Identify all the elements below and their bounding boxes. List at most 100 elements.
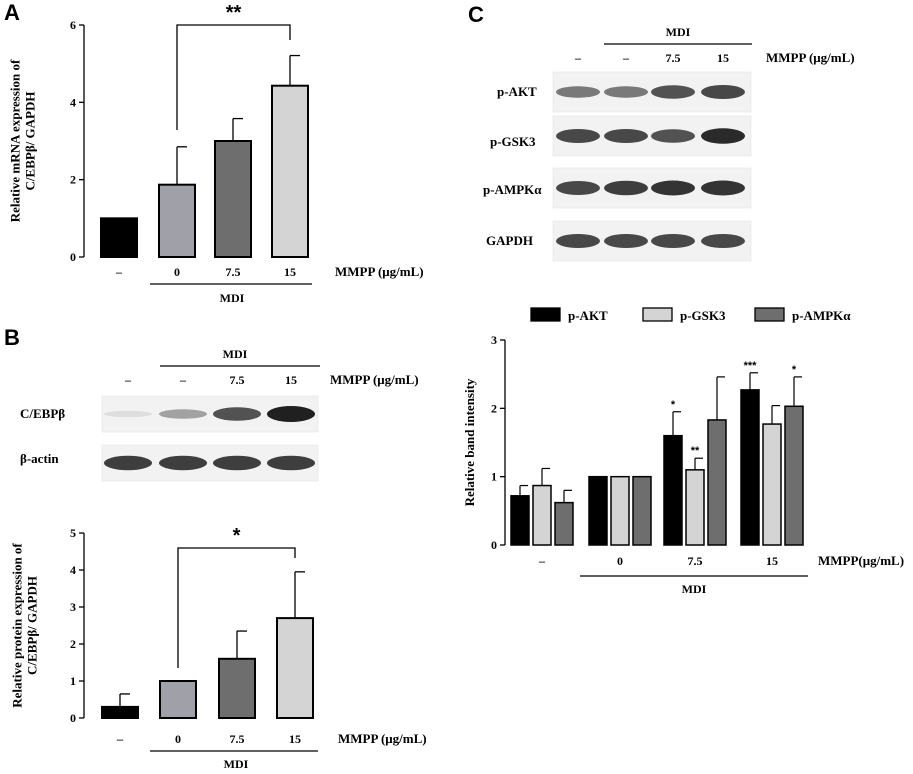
legend-label-1: p-AKT	[568, 308, 608, 323]
chart-c-mmpp-label: MMPP(μg/mL)	[818, 553, 904, 568]
chart-b-bar-4	[276, 617, 314, 719]
blot-c-row-label-3: p-AMPKα	[483, 182, 542, 197]
blot-c-band-r3-l1	[556, 181, 600, 195]
blot-b-band-r2-l1	[104, 455, 152, 471]
chart-c-ytick-1: 0	[491, 538, 497, 552]
blot-c-band-r3-l4	[701, 180, 745, 196]
chart-c-star-s1-c3: *	[671, 399, 676, 411]
blot-b-header-2: –	[179, 373, 187, 387]
blot-c-band-r1-l4	[701, 85, 745, 99]
chart-a-bar-4	[271, 84, 309, 258]
chart-a-ytick-4: 6	[70, 18, 76, 32]
blot-c-header-3: 7.5	[666, 51, 681, 65]
chart-a-xtick-3: 7.5	[226, 265, 241, 279]
chart-a-x-labels: – 0 7.5 15 MMPP (μg/mL) MDI	[115, 264, 424, 305]
chart-b-xtick-4: 15	[289, 732, 301, 746]
chart-b-ytick-1: 0	[70, 711, 76, 725]
chart-c-xtick-2: 0	[617, 554, 623, 568]
blot-b-header: MDI – – 7.5 15 MMPP (μg/mL) C/EBPβ β-act…	[20, 347, 419, 466]
blot-b-band-r1-l3	[213, 407, 261, 421]
blot-b-mdi-label: MDI	[223, 347, 248, 361]
chart-c-star-s2-c3: **	[691, 445, 700, 457]
panel-label-a: A	[4, 0, 20, 25]
chart-c-ytick-2: 1	[491, 470, 497, 484]
blot-b-band-r2-l3	[213, 455, 261, 471]
blot-c-band-r3-l2	[604, 180, 648, 196]
blot-c-row-label-1: p-AKT	[497, 84, 537, 99]
blot-b-band-r1-l1	[104, 410, 152, 418]
chart-a-bar-3	[214, 140, 252, 258]
chart-a-significance-bracket	[176, 24, 291, 130]
chart-c-star-s1-c4: ***	[744, 360, 758, 372]
blot-b-mmpp-label: MMPP (μg/mL)	[330, 372, 419, 387]
legend-swatch-1	[530, 307, 561, 322]
chart-b: 0 1 2 3 4 5 Relative protein expression ofC/EB…	[9, 525, 314, 725]
blot-b-row-label-2: β-actin	[20, 451, 59, 466]
blot-c-row-label-2: p-GSK3	[490, 134, 536, 149]
chart-a-ylabel: Relative mRNA expression ofC/EBPβ/ GAPDH	[7, 59, 37, 222]
chart-c-bar-s2-c4	[762, 423, 782, 546]
blot-c-header-4: 15	[717, 51, 729, 65]
blot-c-band-r2-l1	[556, 129, 600, 143]
blot-c-image	[552, 71, 752, 262]
legend-label-3: p-AMPKα	[792, 308, 851, 323]
chart-b-significance-bracket	[177, 547, 296, 668]
blot-b-image	[101, 395, 319, 482]
chart-a-mdi-label: MDI	[220, 291, 245, 305]
chart-c-bar-s1-c4	[740, 389, 760, 546]
chart-c-bar-s3-c3	[707, 419, 727, 546]
chart-a-ytick-1: 0	[70, 250, 76, 264]
blot-c-band-r1-l1	[556, 86, 600, 98]
blot-b-header-4: 15	[285, 373, 297, 387]
chart-c-xtick-4: 15	[766, 554, 778, 568]
chart-c-star-s3-c4: *	[792, 364, 797, 376]
blot-c-mdi-label: MDI	[666, 25, 691, 39]
chart-a-xtick-2: 0	[174, 265, 180, 279]
chart-b-ytick-5: 4	[70, 563, 76, 577]
legend-swatch-2	[642, 307, 673, 322]
chart-b-significance-label: *	[233, 525, 241, 547]
blot-c-mmpp-label: MMPP (μg/mL)	[766, 50, 855, 65]
chart-a-mmpp-label: MMPP (μg/mL)	[335, 264, 424, 279]
chart-a-xtick-1: –	[115, 265, 123, 279]
chart-c-xtick-3: 7.5	[688, 554, 703, 568]
panel-label-c: C	[468, 2, 484, 27]
chart-c-bar-s1-c3	[663, 434, 683, 546]
chart-b-xtick-1: –	[116, 732, 124, 746]
chart-c-legend: p-AKT p-GSK3 p-AMPKα	[530, 307, 851, 323]
chart-c-bar-s3-c1	[554, 501, 574, 546]
chart-b-xtick-2: 0	[175, 732, 181, 746]
blot-c-band-r4-l4	[701, 234, 745, 248]
chart-c-ytick-3: 2	[491, 401, 497, 415]
blot-b-header-3: 7.5	[230, 373, 245, 387]
chart-c-mdi-label: MDI	[682, 582, 707, 596]
blot-c-header-2: –	[622, 51, 630, 65]
blot-b-band-r1-l4	[267, 406, 315, 422]
blot-c-band-r1-l3	[651, 85, 695, 99]
blot-b-band-r2-l2	[159, 455, 207, 471]
chart-b-ytick-3: 2	[70, 637, 76, 651]
blot-c-band-r2-l2	[604, 129, 648, 143]
chart-c-bar-s2-c3	[685, 469, 705, 546]
blot-c-band-r4-l2	[604, 234, 648, 248]
chart-a-ytick-2: 2	[70, 173, 76, 187]
chart-c-bar-s3-c4	[784, 405, 804, 546]
chart-c-bar-s1-c2	[588, 475, 608, 546]
chart-b-ytick-2: 1	[70, 674, 76, 688]
chart-b-mdi-label: MDI	[224, 757, 249, 771]
chart-c-ytick-4: 3	[491, 333, 497, 347]
chart-a-bar-2	[158, 183, 196, 258]
chart-c-bar-s3-c2	[632, 475, 652, 546]
chart-b-x-labels: – 0 7.5 15 MMPP (μg/mL) MDI	[116, 731, 427, 771]
chart-c-ylabel: Relative band intensity	[462, 378, 477, 506]
blot-c-header: MDI – – 7.5 15 MMPP (μg/mL) p-AKT p-GSK3…	[483, 25, 855, 248]
chart-b-mmpp-label: MMPP (μg/mL)	[338, 731, 427, 746]
chart-b-bar-3	[218, 657, 256, 719]
chart-a-xtick-4: 15	[284, 265, 296, 279]
chart-b-ylabel: Relative protein expression ofC/EBPβ/ GA…	[9, 543, 39, 708]
blot-c-band-r2-l3	[651, 129, 695, 143]
chart-a-significance-label: **	[226, 2, 242, 24]
chart-a-ytick-3: 4	[70, 95, 76, 109]
chart-b-bar-1	[101, 705, 139, 720]
